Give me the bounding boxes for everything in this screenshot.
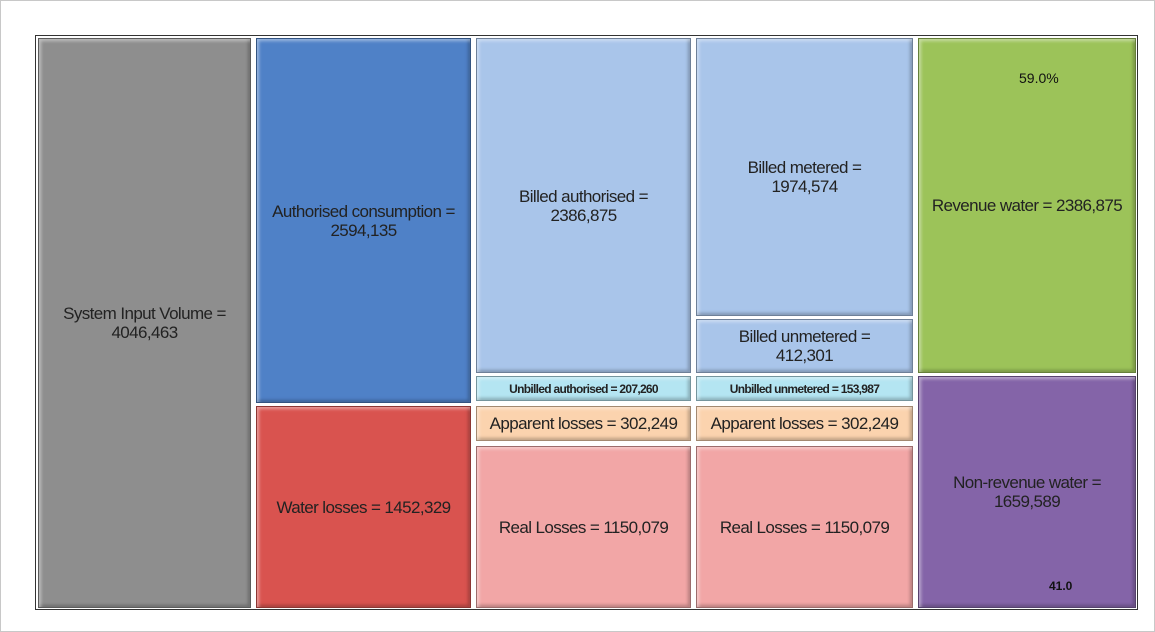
box-label: Apparent losses = 302,249	[489, 414, 678, 433]
diagram-frame	[35, 35, 1138, 610]
box-label: 1974,574	[771, 177, 838, 196]
revenue-water: Revenue water = 2386,875 59.0%	[918, 38, 1136, 373]
billed-metered: Billed metered = 1974,574	[696, 38, 913, 316]
box-label: Water losses = 1452,329	[276, 497, 451, 517]
box-label: 2386,875	[550, 205, 617, 225]
box-label: Unbilled authorised = 207,260	[509, 381, 658, 396]
box-label: Real Losses = 1150,079	[719, 517, 890, 537]
unbilled-authorised: Unbilled authorised = 207,260	[476, 376, 691, 401]
percent-label: 59.0%	[1019, 70, 1059, 86]
box-label: 4046,463	[111, 323, 178, 342]
box-label: Billed unmetered =	[738, 327, 871, 346]
box-label: Apparent losses = 302,249	[710, 414, 899, 433]
apparent-losses: Apparent losses = 302,249	[476, 406, 691, 441]
water-losses: Water losses = 1452,32935.9%	[256, 406, 657, 608]
non-revenue-water: Non-revenue water = 1659,589 41.0	[918, 376, 1136, 608]
billed-unmetered: Billed unmetered = 412,301	[696, 319, 913, 373]
box-label: Non-revenue water =	[953, 473, 1101, 492]
real-losses: Real Losses = 1150,079	[476, 446, 691, 608]
box-label: 412,301	[775, 346, 834, 365]
box-label: Revenue water = 2386,875	[931, 196, 1123, 215]
box-label: 1659,589	[993, 492, 1061, 511]
unbilled-unmetered: Unbilled unmetered = 153,987	[696, 376, 913, 401]
apparent-losses: Apparent losses = 302,249	[696, 406, 913, 441]
percent-label: 41.0	[1049, 579, 1073, 593]
real-losses: Real Losses = 1150,079	[696, 446, 913, 608]
box-label: System Input Volume =	[63, 304, 226, 323]
billed-authorised: Billed authorised = 2386,875	[476, 38, 691, 373]
box-label: 2594,135	[330, 220, 397, 240]
box-label: Billed metered =	[747, 158, 862, 177]
box-label: Real Losses = 1150,079	[498, 517, 669, 537]
box-label: Unbilled unmetered = 153,987	[729, 381, 880, 396]
system-input-volume: System Input Volume = 4046,463	[38, 38, 251, 608]
authorised-consumption: Authorised consumption =2594,13564.1 %	[256, 38, 644, 403]
box-label: Billed authorised =	[519, 186, 649, 206]
box-label: Authorised consumption =	[272, 201, 455, 221]
